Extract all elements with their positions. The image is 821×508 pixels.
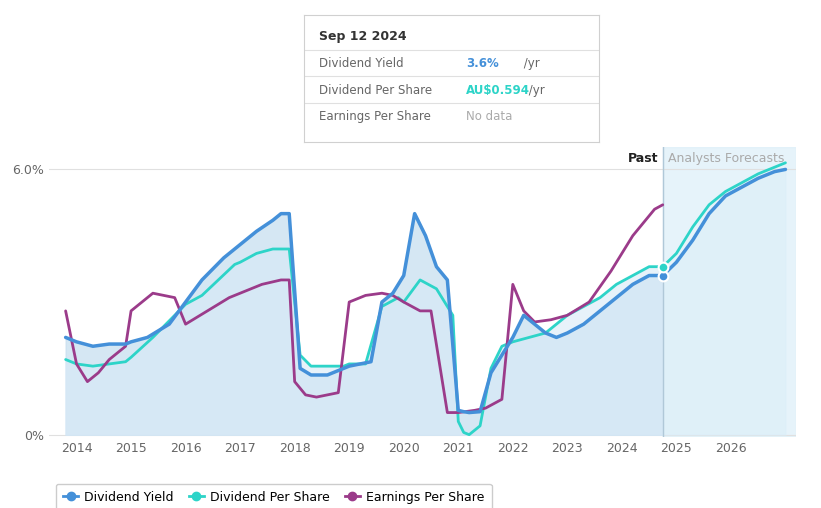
Text: /yr: /yr [520, 57, 539, 70]
Text: AU$0.594: AU$0.594 [466, 84, 530, 97]
Text: Sep 12 2024: Sep 12 2024 [319, 30, 406, 44]
Text: /yr: /yr [525, 84, 545, 97]
Bar [663, 147, 796, 437]
Text: No data: No data [466, 111, 512, 123]
Text: 3.6%: 3.6% [466, 57, 499, 70]
Text: Dividend Yield: Dividend Yield [319, 57, 403, 70]
Text: Dividend Per Share: Dividend Per Share [319, 84, 432, 97]
Legend: Dividend Yield, Dividend Per Share, Earnings Per Share: Dividend Yield, Dividend Per Share, Earn… [56, 484, 492, 508]
Text: Earnings Per Share: Earnings Per Share [319, 111, 430, 123]
Text: Analysts Forecasts: Analysts Forecasts [668, 152, 785, 165]
Text: Past: Past [628, 152, 658, 165]
